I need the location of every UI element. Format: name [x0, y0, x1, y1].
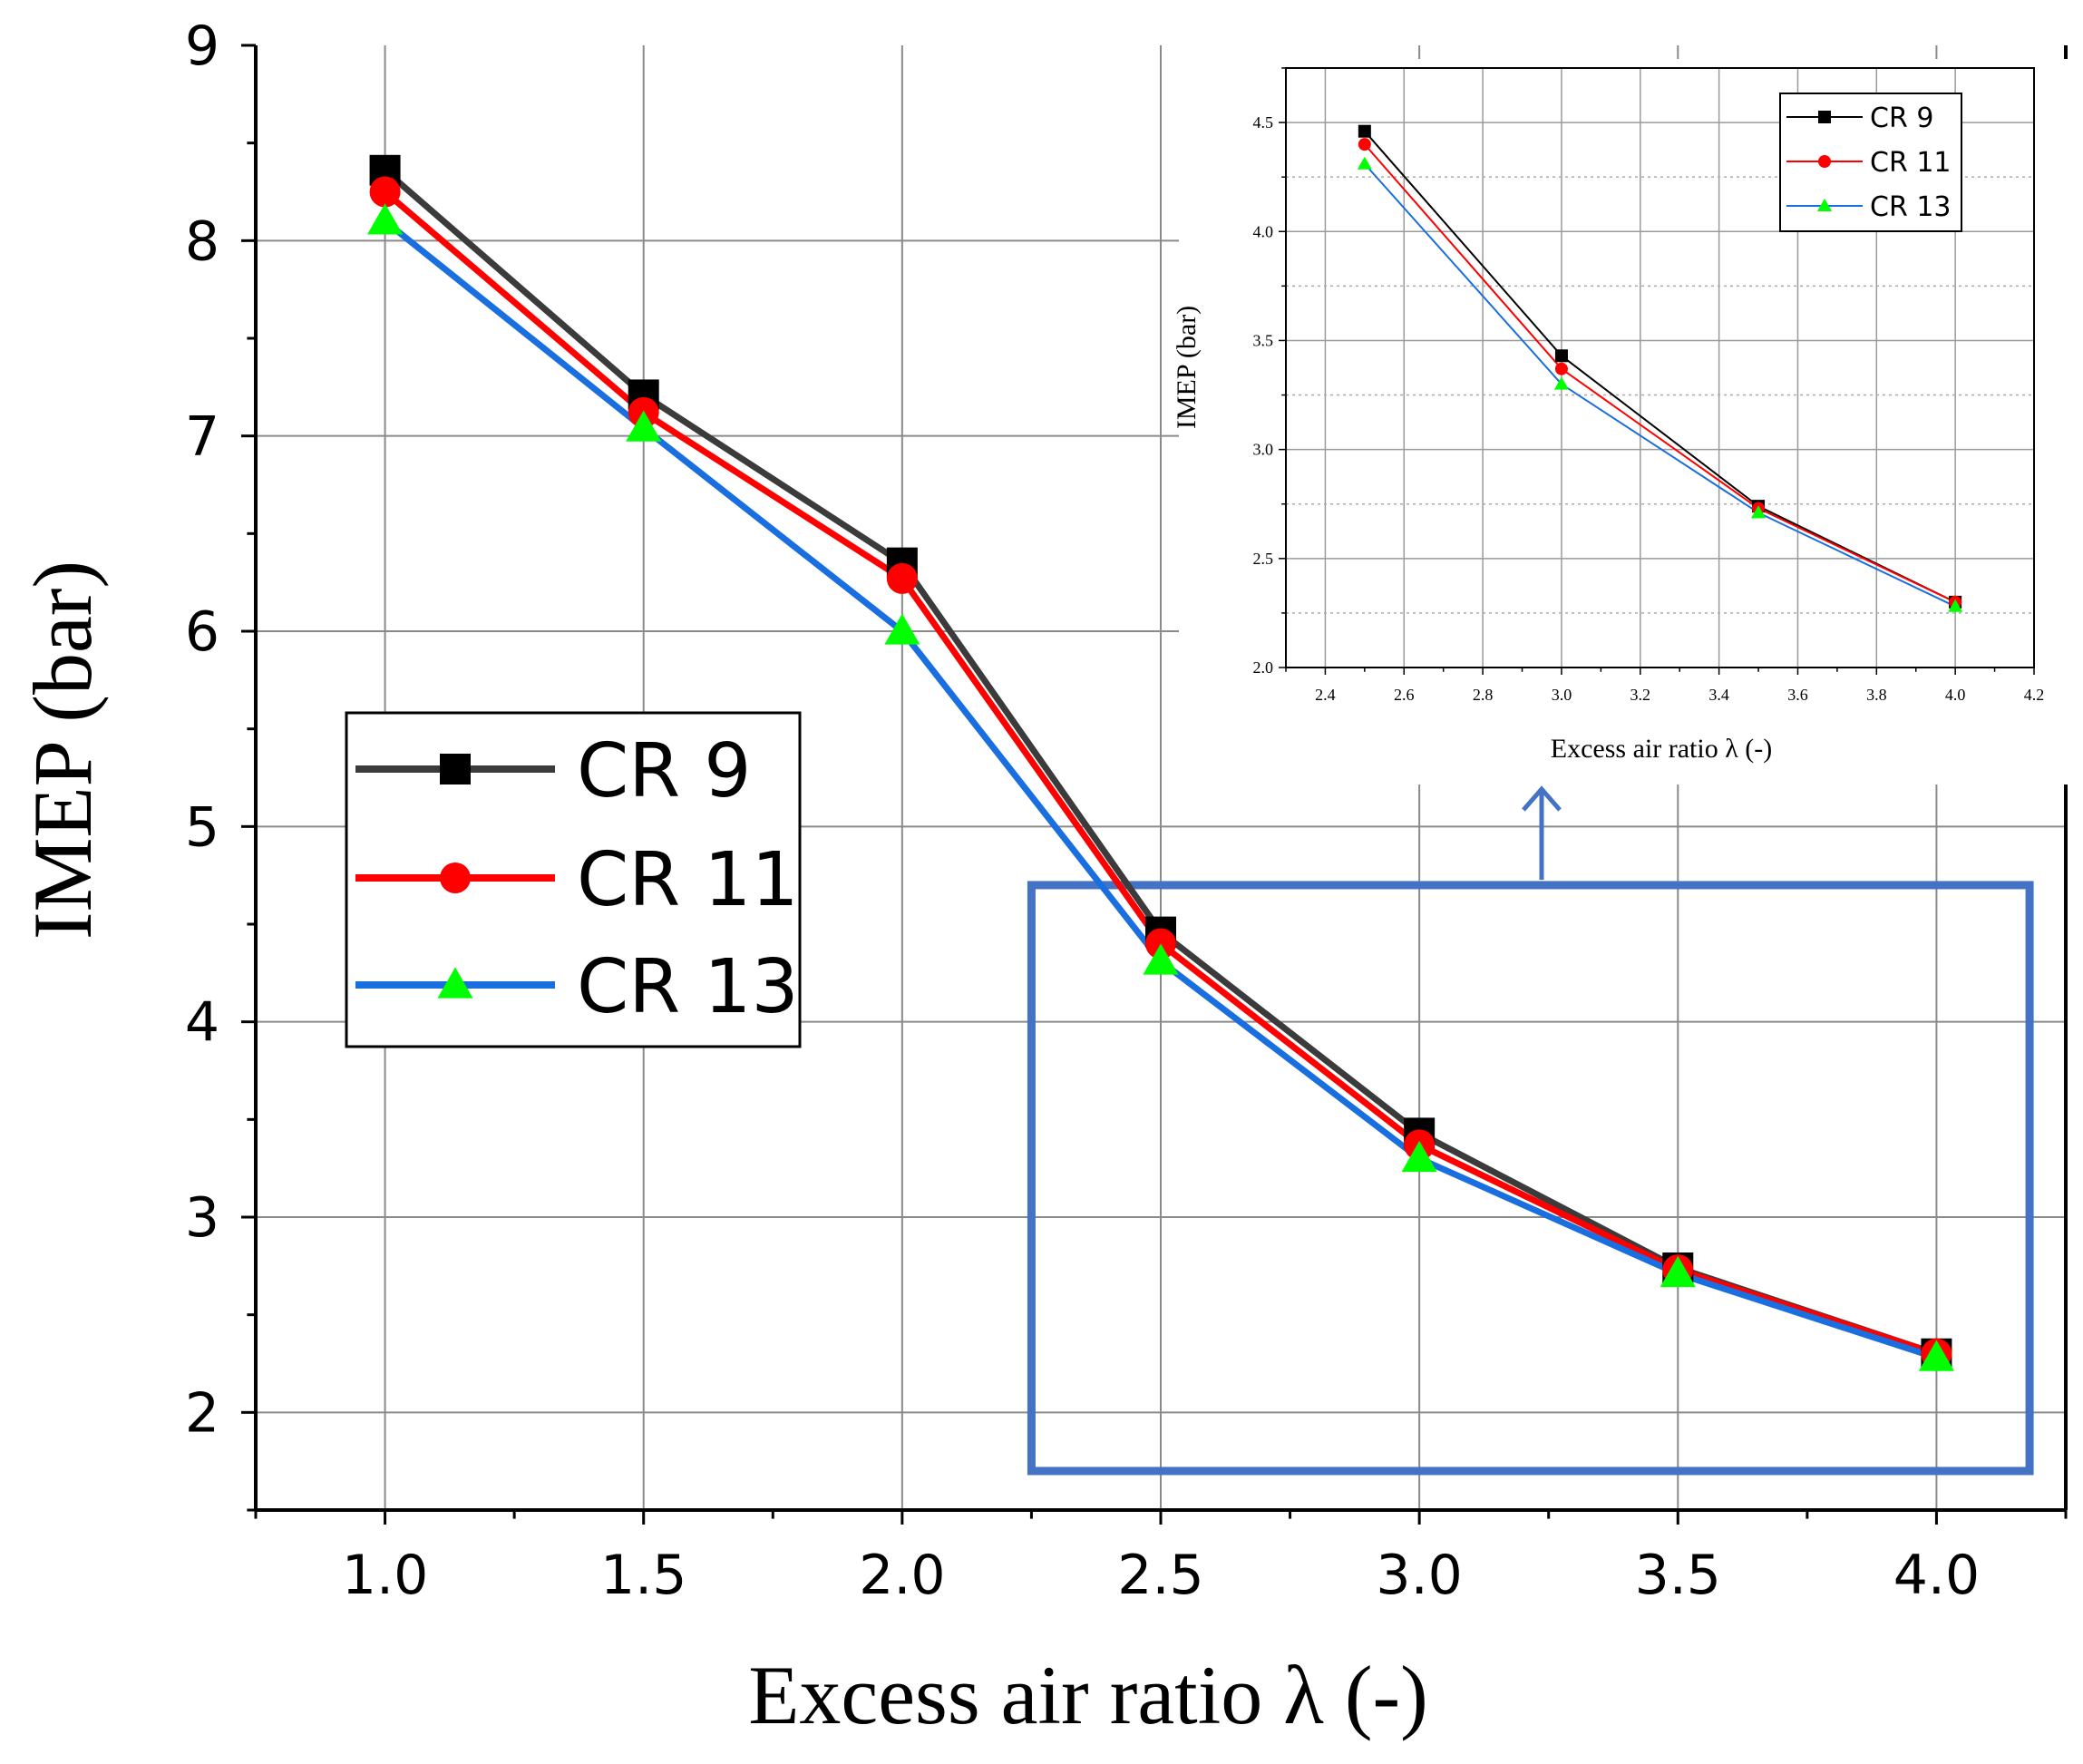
data-point-cr11-0 [369, 176, 401, 208]
data-point-cr11-0 [1358, 138, 1371, 151]
series-line-cr13 [1364, 163, 1956, 608]
y-tick-label-3.5: 3.5 [1253, 331, 1274, 349]
x-tick-label-1.0: 1.0 [342, 1544, 428, 1607]
main-series-markers [367, 154, 1954, 1371]
y-tick-label-7: 7 [185, 405, 219, 469]
inset-legend-marker-cr13 [1816, 198, 1833, 212]
series-line-cr9 [1364, 131, 1956, 603]
legend-label-cr9: CR 9 [577, 728, 751, 814]
x-tick-label-3.5: 3.5 [1635, 1544, 1721, 1607]
inset-plot-frame [1285, 67, 2035, 668]
inset-axis-ticks: 2.4 2.6 2.8 3.0 3.2 3.4 3.6 3.8 4.0 4.2 2.0 2.5 3.0 3… [1253, 67, 2045, 704]
x-tick-label-3.4: 3.4 [1708, 686, 1729, 704]
y-tick-label-5: 5 [185, 795, 219, 859]
x-tick-label-3.6: 3.6 [1787, 686, 1808, 704]
y-tick-label-3.0: 3.0 [1253, 441, 1274, 459]
y-tick-label-4.0: 4.0 [1253, 222, 1274, 240]
data-point-cr13-6 [1918, 1340, 1954, 1371]
zoom-highlight-box [1027, 881, 2034, 1476]
x-tick-label-3.0: 3.0 [1552, 686, 1572, 704]
y-tick-label-3: 3 [185, 1186, 219, 1250]
main-y-axis-title: IMEP (bar) [16, 560, 109, 940]
data-point-cr13-1 [626, 410, 662, 442]
x-tick-label-2.0: 2.0 [859, 1544, 945, 1607]
y-tick-label-2: 2 [185, 1381, 219, 1445]
data-point-cr11-1 [1554, 362, 1568, 375]
main-grid [256, 45, 2066, 1510]
inset-legend: CR 9 CR 11 CR 13 [1779, 93, 1962, 232]
main-legend: CR 9 CR 11 CR 13 [345, 711, 802, 1048]
inset-legend-marker-cr9 [1818, 111, 1831, 123]
data-point-cr11-2 [886, 562, 918, 594]
main-x-axis-title: Excess air ratio λ (-) [748, 1649, 1428, 1741]
inset-legend-label-cr13: CR 13 [1870, 191, 1952, 223]
y-tick-label-2.5: 2.5 [1253, 550, 1274, 568]
legend-label-cr13: CR 13 [577, 944, 799, 1030]
data-point-cr9-1 [1554, 349, 1568, 363]
inset-series-lines [1364, 131, 1956, 608]
x-tick-label-2.6: 2.6 [1394, 686, 1415, 704]
x-tick-label-4.0: 4.0 [1893, 1544, 1980, 1607]
legend-marker-cr13 [437, 967, 473, 999]
inset-series-markers [1357, 124, 1963, 612]
y-tick-label-6: 6 [185, 600, 219, 664]
plot-frame [1285, 67, 2035, 668]
data-point-cr13-3 [1948, 599, 1963, 612]
data-point-cr9-0 [1358, 124, 1371, 138]
data-point-cr13-1 [1553, 376, 1569, 390]
x-tick-label-2.8: 2.8 [1473, 686, 1494, 704]
zoom-arrow [1522, 785, 1562, 880]
x-tick-label-4.0: 4.0 [1945, 686, 1966, 704]
x-tick-label-2.4: 2.4 [1315, 686, 1336, 704]
main-axis-ticks: 1.0 1.5 2.0 2.5 3.0 3.5 4.0 2 3 4 5 6 7 8 9 [185, 15, 2068, 1607]
series-line-cr11 [1364, 143, 1956, 603]
x-tick-label-1.5: 1.5 [600, 1544, 686, 1607]
x-tick-label-3.2: 3.2 [1630, 686, 1651, 704]
data-point-cr13-2 [884, 613, 920, 645]
data-point-cr13-0 [367, 203, 404, 235]
data-point-cr13-5 [1660, 1255, 1696, 1288]
y-tick-label-4.5: 4.5 [1253, 113, 1274, 132]
x-tick-label-2.5: 2.5 [1117, 1544, 1203, 1607]
y-tick-label-9: 9 [185, 15, 219, 78]
inset-legend-label-cr9: CR 9 [1870, 102, 1933, 134]
y-tick-label-4: 4 [185, 991, 219, 1055]
data-point-cr13-4 [1401, 1140, 1437, 1173]
data-point-cr13-2 [1751, 505, 1767, 519]
data-point-cr13-3 [1143, 943, 1179, 975]
y-tick-label-8: 8 [185, 210, 219, 273]
inset-x-axis-title: Excess air ratio λ (-) [1551, 734, 1772, 764]
legend-label-cr11: CR 11 [577, 837, 799, 923]
x-tick-label-3.8: 3.8 [1866, 686, 1887, 704]
inset-legend-label-cr11: CR 11 [1870, 147, 1952, 179]
inset-legend-marker-cr11 [1818, 155, 1831, 168]
data-point-cr13-0 [1357, 156, 1372, 170]
x-tick-label-3.0: 3.0 [1376, 1544, 1462, 1607]
x-tick-label-4.2: 4.2 [2024, 686, 2045, 704]
legend-marker-cr9 [440, 754, 471, 785]
y-tick-label-2.0: 2.0 [1253, 658, 1274, 677]
inset-y-axis-title: IMEP (bar) [1172, 306, 1202, 429]
zoom-region-rect [1027, 881, 2034, 1476]
legend-marker-cr11 [440, 863, 471, 893]
